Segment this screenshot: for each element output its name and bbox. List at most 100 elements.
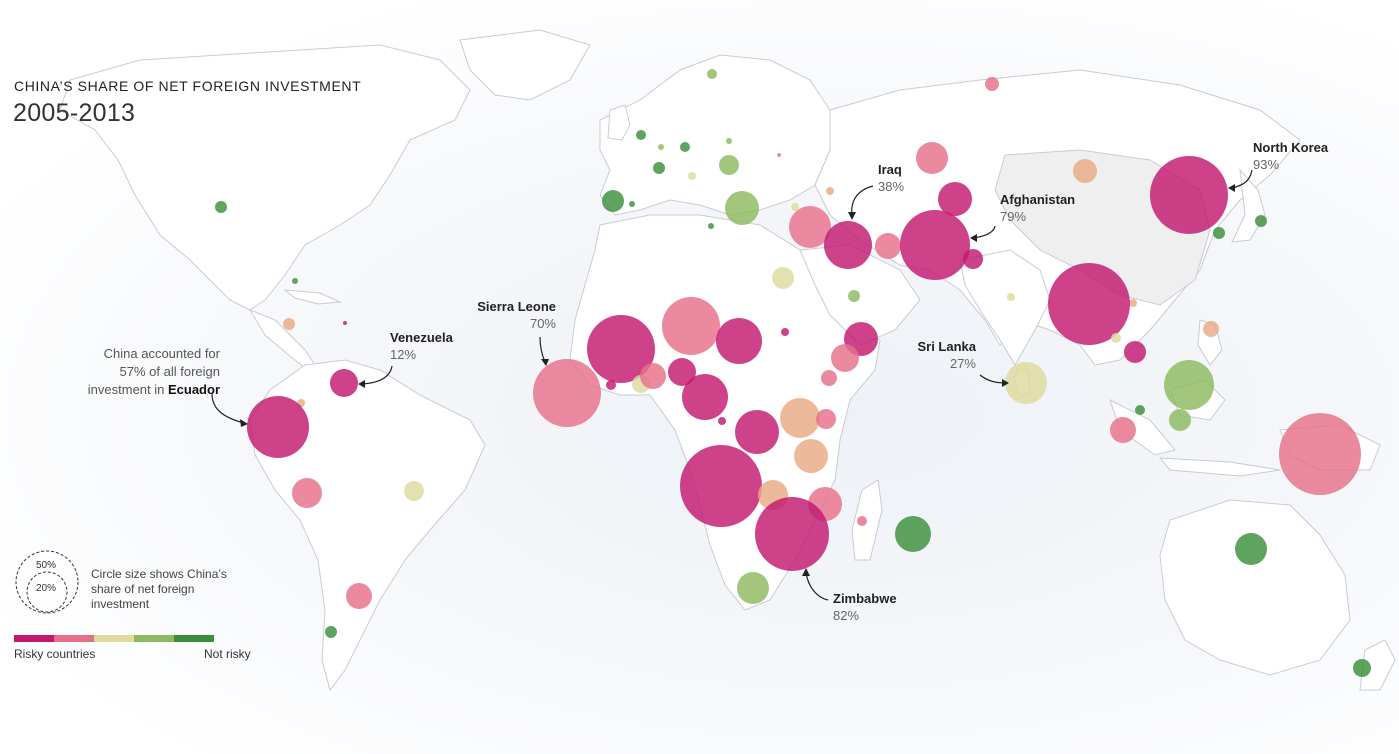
- country-bubble: [346, 583, 372, 609]
- annotation-country: Ecuador: [167, 382, 220, 397]
- country-bubble: [789, 206, 831, 248]
- size-key-label-50: 50%: [36, 560, 57, 571]
- land-indonesia-3: [1158, 457, 1281, 477]
- risk-scale-swatch: [174, 635, 214, 642]
- country-bubble: [821, 370, 837, 386]
- country-bubble: [680, 445, 762, 527]
- country-bubble: [1353, 659, 1371, 677]
- country-bubble: [895, 516, 931, 552]
- country-bubble: [1111, 333, 1121, 343]
- country-bubble: [725, 191, 759, 225]
- country-bubble: [292, 278, 298, 284]
- country-bubble: [330, 369, 358, 397]
- country-bubble: [215, 201, 227, 213]
- country-bubble: [780, 398, 820, 438]
- country-bubble: [658, 144, 664, 150]
- country-bubble: [794, 439, 828, 473]
- country-bubble: [963, 249, 983, 269]
- callout-venezuela-pct: 12%: [390, 347, 417, 362]
- callout-afghanistan-pct: 79%: [1000, 209, 1027, 224]
- country-bubble: [857, 516, 867, 526]
- arrowhead-north-korea: [1228, 184, 1235, 192]
- country-bubble: [602, 190, 624, 212]
- arrowhead-iraq: [848, 212, 856, 220]
- map-kicker-title: CHINA’S SHARE OF NET FOREIGN INVESTMENT: [14, 78, 362, 94]
- annotation-line-2: 57% of all foreign: [119, 364, 220, 379]
- country-bubble: [325, 626, 337, 638]
- country-bubble: [292, 478, 322, 508]
- country-bubble: [848, 290, 860, 302]
- land-europe: [599, 54, 831, 216]
- country-bubble: [716, 318, 762, 364]
- country-bubble: [816, 409, 836, 429]
- callout-sierra-leone-name: Sierra Leone: [477, 299, 556, 314]
- callout-zimbabwe: Zimbabwe 82%: [833, 590, 897, 624]
- arrowhead-sri-lanka: [1002, 379, 1009, 387]
- country-bubble: [726, 138, 732, 144]
- callout-sri-lanka-pct: 27%: [949, 356, 976, 371]
- land-north-america: [59, 44, 471, 311]
- arrowhead-zimbabwe: [802, 568, 810, 576]
- size-key: [15, 550, 79, 614]
- country-bubble: [916, 142, 948, 174]
- arrowhead-sierra-leone: [541, 359, 549, 366]
- country-bubble: [1048, 263, 1130, 345]
- callout-arrowheads: [240, 184, 1235, 576]
- country-bubble: [1213, 227, 1225, 239]
- callout-north-korea-pct: 93%: [1253, 157, 1280, 172]
- country-bubble: [707, 69, 717, 79]
- country-bubble: [735, 410, 779, 454]
- risk-scale-swatch: [54, 635, 94, 642]
- risk-scale-swatch: [94, 635, 134, 642]
- callout-venezuela-name: Venezuela: [390, 330, 453, 345]
- country-bubble: [1164, 360, 1214, 410]
- risk-color-scale: [14, 635, 214, 642]
- country-bubble: [1255, 215, 1267, 227]
- arrow-sierra-leone: [539, 336, 546, 363]
- country-bubble: [1235, 533, 1267, 565]
- country-bubble: [668, 358, 696, 386]
- country-bubble: [1129, 299, 1137, 307]
- size-key-label-20: 20%: [36, 583, 57, 594]
- country-bubble: [1150, 156, 1228, 234]
- arrow-sri-lanka: [979, 374, 1006, 384]
- risk-scale-swatch: [134, 635, 174, 642]
- arrowhead-afghanistan: [970, 234, 977, 242]
- country-bubble: [826, 187, 834, 195]
- callout-zimbabwe-pct: 82%: [833, 608, 860, 623]
- size-key-description: Circle size shows China’s share of net f…: [91, 567, 227, 611]
- arrowhead-ecuador: [240, 419, 248, 427]
- callout-zimbabwe-name: Zimbabwe: [833, 591, 897, 606]
- country-bubble: [985, 77, 999, 91]
- country-bubble: [1203, 321, 1219, 337]
- country-bubble: [533, 359, 601, 427]
- country-bubble: [343, 321, 347, 325]
- country-bubble: [781, 328, 789, 336]
- land-madagascar: [851, 479, 883, 561]
- ecuador-annotation: China accounted for 57% of all foreign i…: [70, 345, 220, 399]
- country-bubble: [824, 221, 872, 269]
- country-bubble: [938, 182, 972, 216]
- country-bubble: [1135, 405, 1145, 415]
- arrowhead-venezuela: [358, 380, 365, 388]
- country-bubble: [404, 481, 424, 501]
- risk-scale-swatch: [14, 635, 54, 642]
- country-bubble: [680, 142, 690, 152]
- land-greenland: [459, 29, 591, 101]
- size-key-ring-50: [15, 550, 79, 614]
- country-bubble: [755, 497, 829, 571]
- callout-north-korea: North Korea 93%: [1253, 139, 1328, 173]
- annotation-line-1: China accounted for: [103, 346, 220, 361]
- country-bubble: [772, 267, 794, 289]
- callout-sierra-leone: Sierra Leone 70%: [466, 298, 556, 332]
- country-bubble: [1073, 159, 1097, 183]
- size-key-ring-20: [26, 571, 68, 613]
- country-bubble: [247, 396, 309, 458]
- callout-iraq: Iraq 38%: [878, 161, 904, 195]
- country-bubble: [587, 315, 655, 383]
- callout-north-korea-name: North Korea: [1253, 140, 1329, 155]
- country-bubble: [718, 417, 726, 425]
- country-bubble: [636, 130, 646, 140]
